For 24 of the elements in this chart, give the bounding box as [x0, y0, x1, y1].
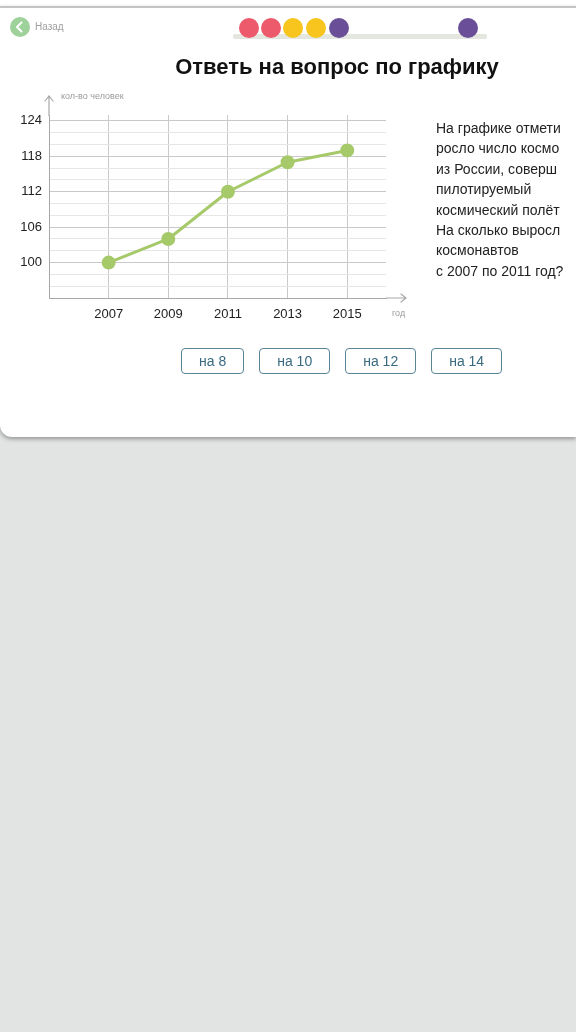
y-tick-label: 100 — [20, 254, 42, 270]
x-tick-label: 2015 — [332, 306, 362, 322]
x-tick-label: 2013 — [273, 306, 303, 322]
answer-button: на 14 — [431, 348, 503, 374]
answer-button: на 12 — [345, 348, 417, 374]
y-axis-title: кол-во человек — [61, 91, 124, 102]
x-tick-label: 2011 — [213, 306, 242, 322]
answer-button: на 8 — [181, 348, 245, 374]
point — [340, 143, 355, 158]
answer-button: на 10 — [259, 348, 331, 374]
x-tick-label: 2007 — [94, 306, 124, 322]
x-tick-label: 2009 — [153, 306, 183, 322]
x-axis-title: год — [392, 308, 406, 319]
point — [280, 155, 295, 170]
text: На графике отмети росло число космо из России, соверш пилотируемый космический полёт На сколько выросл космонавтов с 2007 по 2011 год? — [436, 119, 564, 281]
y-tick-label: 106 — [20, 218, 42, 234]
point — [101, 255, 116, 270]
text: Назад — [35, 21, 64, 33]
y-tick-label: 118 — [21, 147, 42, 163]
y-tick-label: 112 — [21, 183, 42, 199]
chart-title: Ответь на вопрос по графику — [174, 53, 500, 81]
y-tick-label: 124 — [20, 112, 42, 128]
point — [220, 184, 235, 199]
point — [161, 231, 176, 246]
